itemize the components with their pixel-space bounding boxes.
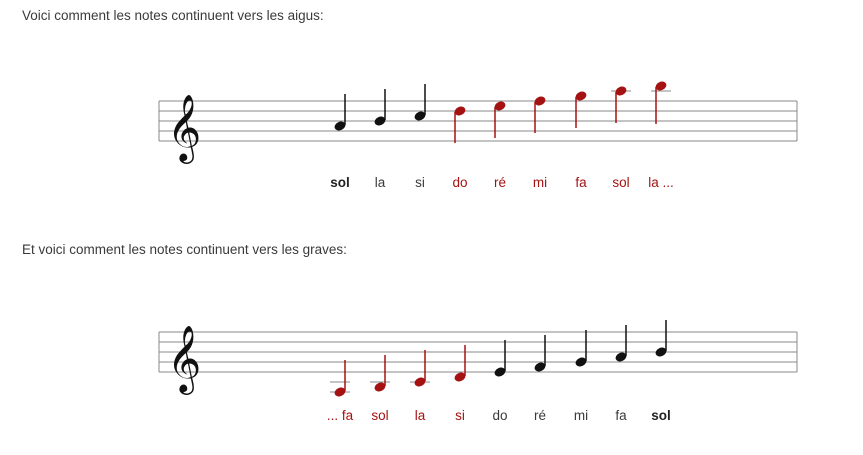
- note-head: [454, 106, 466, 116]
- note-label: si: [455, 408, 465, 423]
- note-head: [374, 116, 386, 126]
- intro-text-bass: Et voici comment les notes continuent ve…: [22, 242, 347, 257]
- note-label: la ...: [648, 175, 674, 190]
- treble-clef-icon: 𝄞: [167, 93, 201, 164]
- note-label: sol: [612, 175, 630, 190]
- note-label: mi: [573, 408, 589, 423]
- note-label: sol: [651, 408, 671, 423]
- note-8: [655, 320, 667, 357]
- note-8: [651, 81, 671, 124]
- note-6: [575, 330, 587, 367]
- note-label: la: [414, 408, 426, 423]
- note-label: sol: [371, 408, 389, 423]
- note-7: [611, 86, 631, 123]
- note-label: ... fa: [326, 408, 354, 423]
- note-2: [414, 84, 426, 121]
- note-head: [414, 377, 426, 387]
- treble-clef-icon: 𝄞: [167, 324, 201, 395]
- note-label: do: [492, 408, 508, 423]
- note-head: [534, 96, 546, 106]
- note-0: [330, 360, 350, 397]
- note-1: [374, 89, 386, 126]
- note-head: [534, 362, 546, 372]
- note-label: fa: [615, 408, 627, 423]
- note-label: do: [452, 175, 468, 190]
- note-2: [410, 350, 430, 387]
- note-1: [370, 355, 390, 392]
- note-label: ré: [493, 175, 506, 190]
- note-head: [494, 101, 506, 111]
- note-head: [334, 121, 346, 131]
- note-label: la: [374, 175, 386, 190]
- note-head: [575, 357, 587, 367]
- note-4: [494, 340, 506, 377]
- note-3: [454, 345, 466, 382]
- staff-treble-ascending: 𝄞: [158, 81, 798, 164]
- note-label: mi: [532, 175, 548, 190]
- note-7: [615, 325, 627, 362]
- staff-lines: [158, 100, 798, 142]
- note-head: [615, 86, 627, 96]
- note-label: fa: [575, 175, 587, 190]
- note-0: [334, 94, 346, 131]
- note-head: [494, 367, 506, 377]
- note-label: ré: [533, 408, 546, 423]
- staff-lines: [158, 331, 798, 373]
- note-label: si: [415, 175, 425, 190]
- note-5: [534, 335, 546, 372]
- note-5: [534, 96, 546, 133]
- note-head: [655, 81, 667, 91]
- note-head: [615, 352, 627, 362]
- note-head: [655, 347, 667, 357]
- note-6: [575, 91, 587, 128]
- note-label: sol: [330, 175, 350, 190]
- svg-text:𝄞: 𝄞: [167, 93, 201, 164]
- note-head: [374, 382, 386, 392]
- note-head: [414, 111, 426, 121]
- note-head: [575, 91, 587, 101]
- svg-text:𝄞: 𝄞: [167, 324, 201, 395]
- note-head: [334, 387, 346, 397]
- note-4: [494, 101, 506, 138]
- intro-text-treble: Voici comment les notes continuent vers …: [22, 8, 324, 23]
- note-3: [454, 106, 466, 143]
- note-head: [454, 372, 466, 382]
